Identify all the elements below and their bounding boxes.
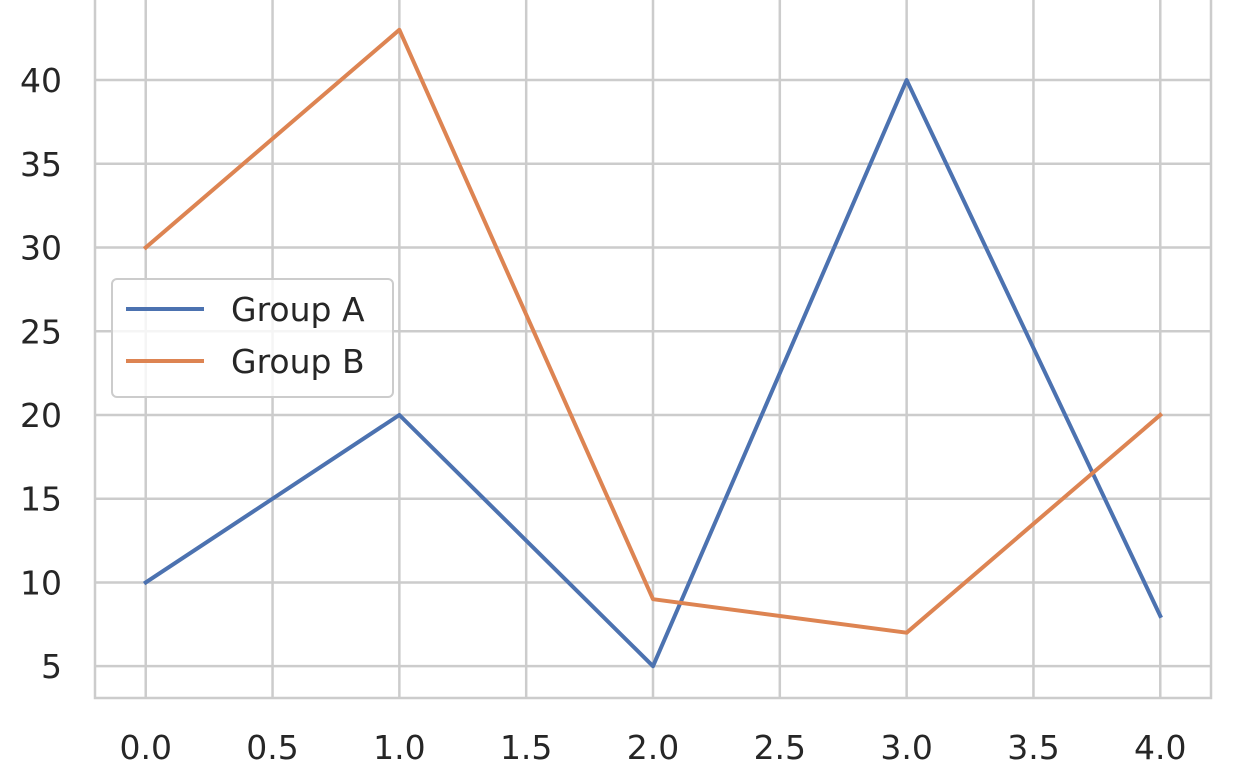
- x-tick-label: 3.0: [880, 728, 932, 767]
- y-tick-label: 35: [20, 145, 62, 184]
- legend: Group A Group B: [111, 278, 394, 398]
- y-tick-label: 15: [20, 480, 62, 519]
- x-tick-label: 2.5: [754, 728, 806, 767]
- x-tick-label: 1.0: [373, 728, 425, 767]
- series-line-group-b: [142, 27, 1164, 635]
- y-tick-label: 25: [20, 312, 62, 351]
- plot-frame: [93, 0, 1213, 700]
- x-tick-label: 0.0: [119, 728, 171, 767]
- y-tick-label: 30: [20, 229, 62, 268]
- legend-label: Group A: [231, 290, 365, 329]
- x-tick-label: 0.5: [246, 728, 298, 767]
- y-axis-tick-labels: 5 10 15 20 25 30 35 40: [20, 61, 62, 686]
- axes-frame: [93, 0, 1213, 700]
- y-tick-label: 40: [20, 61, 62, 100]
- y-tick-label: 10: [20, 563, 62, 602]
- y-tick-label: 5: [41, 647, 62, 686]
- x-tick-label: 3.5: [1007, 728, 1059, 767]
- legend-label: Group B: [231, 342, 365, 381]
- series-line-group-a: [142, 78, 1163, 669]
- x-axis-tick-labels: 0.0 0.5 1.0 1.5 2.0 2.5 3.0 3.5 4.0: [119, 728, 1186, 767]
- y-tick-label: 20: [20, 396, 62, 435]
- x-tick-label: 4.0: [1134, 728, 1186, 767]
- data-series: [142, 27, 1164, 669]
- x-tick-label: 1.5: [500, 728, 552, 767]
- x-tick-label: 2.0: [627, 728, 679, 767]
